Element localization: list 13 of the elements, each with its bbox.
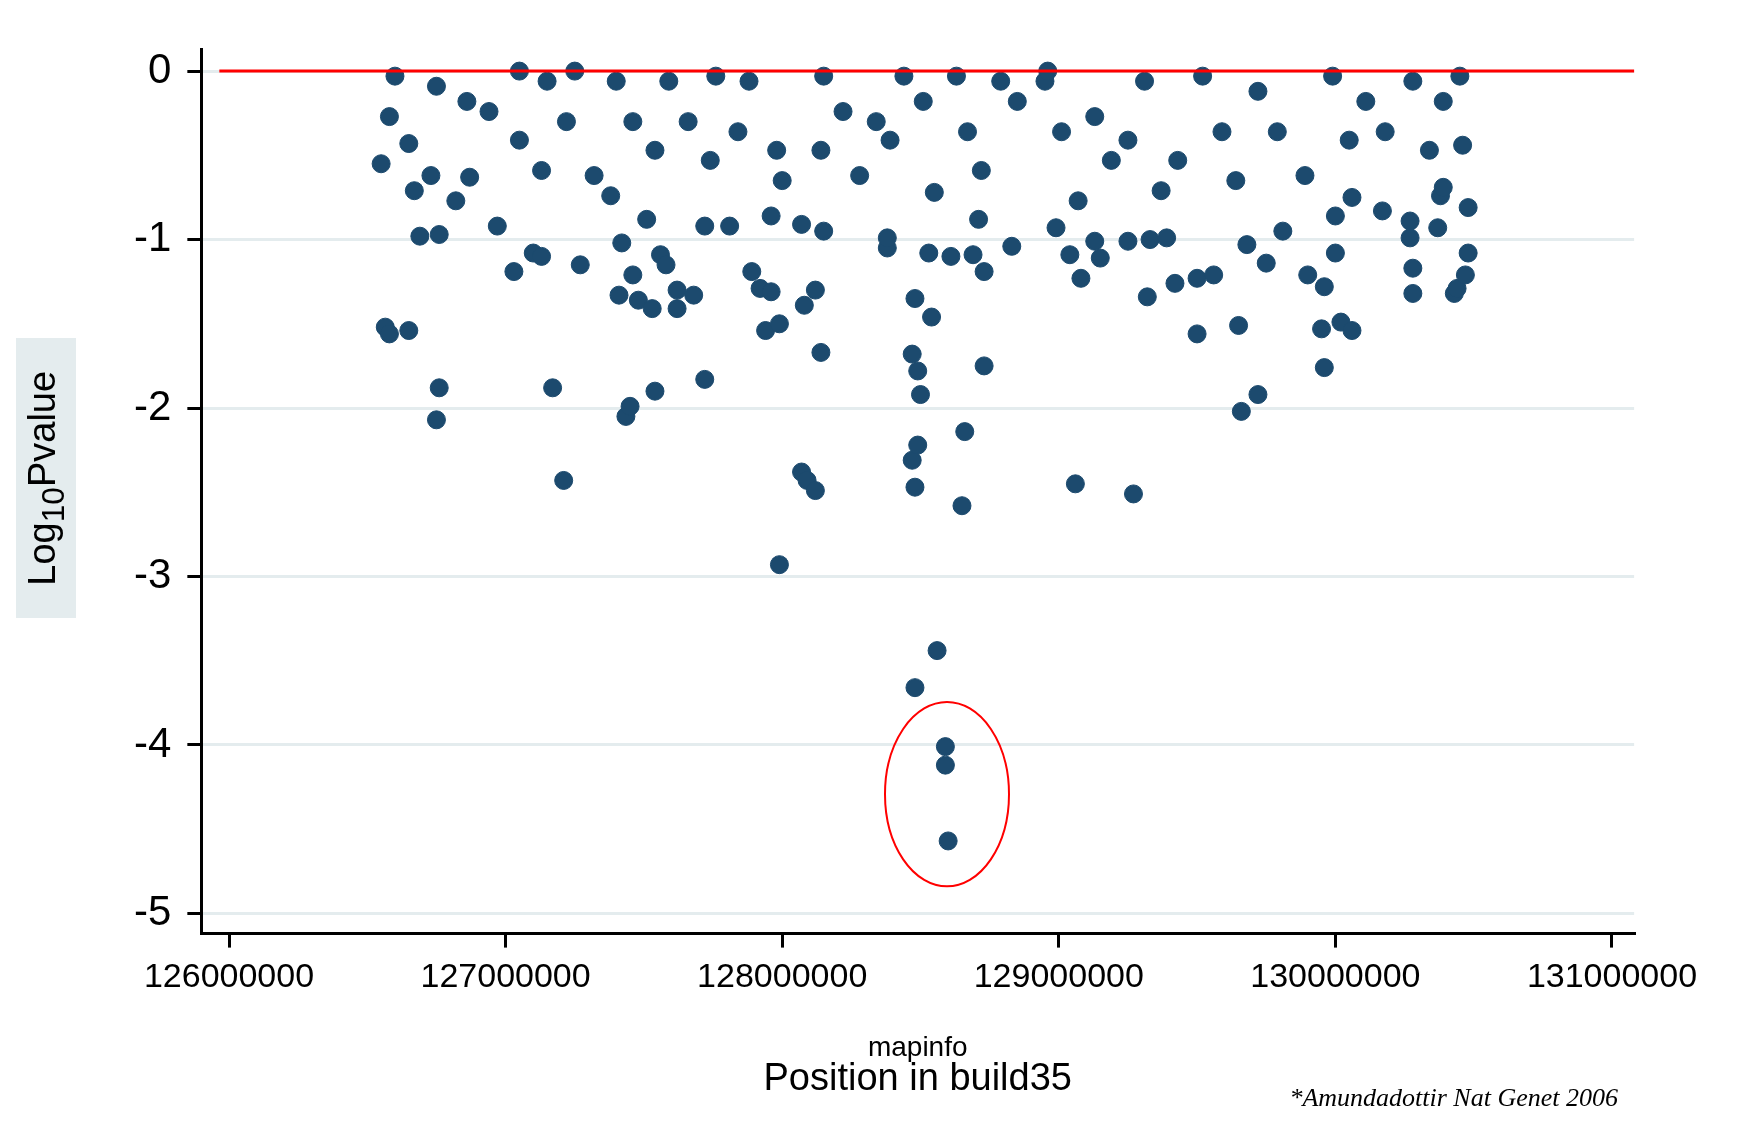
x-tick-label: 127000000 [420, 956, 591, 995]
text: *Amundadottir Nat Genet 2006 [1289, 1083, 1618, 1112]
y-tick-label: -1 [133, 213, 172, 261]
y-tick-label: -5 [133, 886, 172, 934]
y-tick-label: -3 [133, 550, 172, 598]
x-tick-label: 130000000 [1250, 956, 1421, 995]
x-tick-label: 126000000 [143, 956, 315, 995]
x-tick-label: 129000000 [973, 956, 1144, 995]
x-tick-label: 128000000 [697, 956, 868, 995]
y-tick-label: 0 [147, 44, 172, 92]
y-tick-label: -2 [133, 381, 172, 429]
x-tick-label: 131000000 [1526, 956, 1698, 995]
y-tick-label: -4 [133, 718, 172, 766]
